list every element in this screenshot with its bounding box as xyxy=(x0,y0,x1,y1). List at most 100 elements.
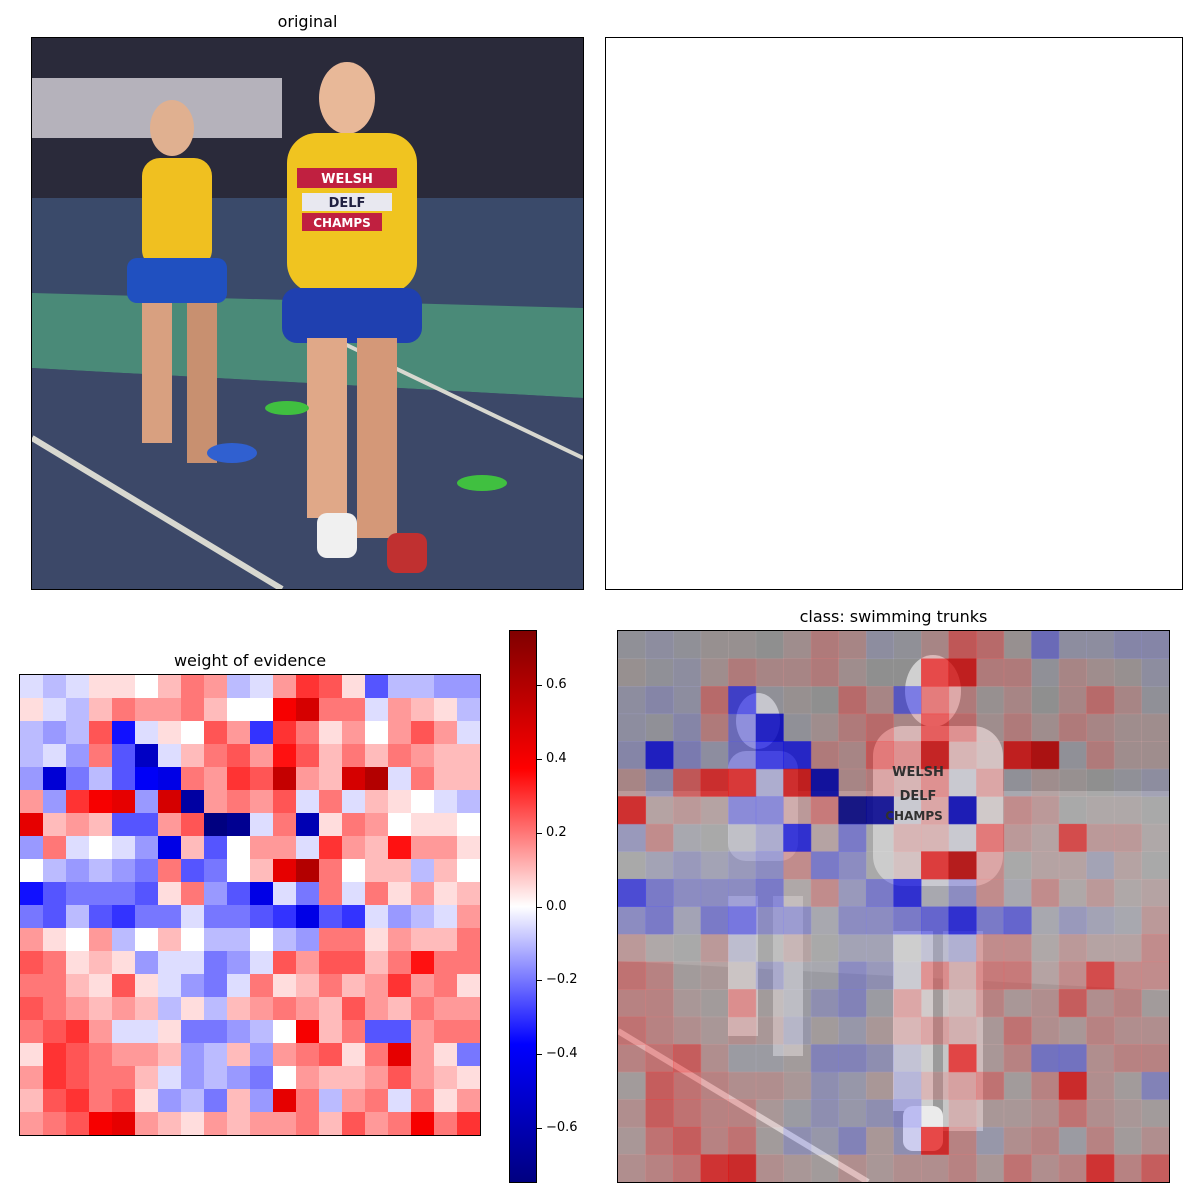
overlay-cell xyxy=(976,796,1005,825)
heatmap-cell xyxy=(227,928,251,952)
overlay-cell xyxy=(921,1016,950,1045)
heatmap-cell xyxy=(457,1112,480,1135)
heatmap-cell xyxy=(135,882,159,906)
overlay-cell xyxy=(810,989,839,1018)
overlay-cell xyxy=(810,631,839,660)
heatmap-cell xyxy=(181,928,205,952)
overlay-cell xyxy=(728,1154,757,1182)
heatmap-cell xyxy=(319,744,343,768)
overlay-cell xyxy=(645,686,674,715)
heatmap-cell xyxy=(112,951,136,975)
heatmap-cell xyxy=(296,1020,320,1044)
heatmap-cell xyxy=(89,997,113,1021)
overlay-cell xyxy=(1003,1099,1032,1128)
overlay-cell xyxy=(893,1044,922,1073)
heatmap-cell xyxy=(319,836,343,860)
overlay-cell xyxy=(921,823,950,852)
overlay-cell xyxy=(893,934,922,963)
heatmap-cell xyxy=(365,675,389,699)
overlay-cell xyxy=(1058,1154,1087,1182)
heatmap-cell xyxy=(112,859,136,883)
overlay-cell xyxy=(810,823,839,852)
heatmap-cell xyxy=(296,698,320,722)
heatmap-cell xyxy=(457,698,480,722)
overlay-cell xyxy=(1113,741,1142,770)
overlay-cell xyxy=(1058,1126,1087,1155)
overlay-cell xyxy=(838,823,867,852)
heatmap-cell xyxy=(319,1043,343,1067)
heatmap-cell xyxy=(112,1089,136,1113)
heatmap-cell xyxy=(273,905,297,929)
overlay-cell xyxy=(865,1126,894,1155)
heatmap-cell xyxy=(135,974,159,998)
heatmap-cell xyxy=(342,997,366,1021)
heatmap-cell xyxy=(20,744,44,768)
overlay-cell xyxy=(728,686,757,715)
overlay-cell xyxy=(1113,1154,1142,1182)
overlay-cell xyxy=(673,989,702,1018)
overlay-cell xyxy=(783,713,812,742)
heatmap-cell xyxy=(365,744,389,768)
overlay-cell xyxy=(976,686,1005,715)
heatmap-cell xyxy=(181,790,205,814)
heatmap-cell xyxy=(204,974,228,998)
heatmap-cell xyxy=(89,1020,113,1044)
overlay-cell xyxy=(893,1154,922,1182)
overlay-cell xyxy=(1003,713,1032,742)
overlay-cell xyxy=(1113,961,1142,990)
overlay-cell xyxy=(976,851,1005,880)
overlay-cell xyxy=(783,658,812,687)
heatmap-cell xyxy=(20,951,44,975)
overlay-cell xyxy=(1031,1016,1060,1045)
overlay-cell xyxy=(1141,1126,1169,1155)
overlay-cell xyxy=(948,631,977,660)
heatmap-cell xyxy=(66,744,90,768)
overlay-cell xyxy=(783,878,812,907)
heatmap-cell xyxy=(273,721,297,745)
overlay-cell xyxy=(810,878,839,907)
overlay-cell xyxy=(921,1154,950,1182)
overlay-cell xyxy=(1141,686,1169,715)
heatmap-cell xyxy=(204,1020,228,1044)
overlay-jersey-text-3: CHAMPS xyxy=(885,809,943,823)
heatmap-cell xyxy=(250,813,274,837)
overlay-cell xyxy=(1031,1099,1060,1128)
heatmap-cell xyxy=(158,675,182,699)
overlay-cell xyxy=(976,741,1005,770)
overlay-cell xyxy=(893,768,922,797)
heatmap-cell xyxy=(89,767,113,791)
heatmap-cell xyxy=(411,1112,435,1135)
heatmap-cell xyxy=(135,928,159,952)
heatmap-cell xyxy=(66,675,90,699)
overlay-cell xyxy=(1113,878,1142,907)
heatmap-cell xyxy=(204,882,228,906)
heatmap-cell xyxy=(457,1043,480,1067)
heatmap-cell xyxy=(319,721,343,745)
heatmap-cell xyxy=(411,813,435,837)
woe-heatmap xyxy=(19,674,481,1136)
overlay-cell xyxy=(783,768,812,797)
overlay-cell xyxy=(1113,713,1142,742)
overlay-cell xyxy=(810,934,839,963)
overlay-cell xyxy=(1113,686,1142,715)
heatmap-cell xyxy=(319,997,343,1021)
heatmap-cell xyxy=(319,698,343,722)
heatmap-cell xyxy=(89,859,113,883)
overlay-cell xyxy=(1003,796,1032,825)
overlay-cell xyxy=(948,1016,977,1045)
overlay-cell xyxy=(921,934,950,963)
heatmap-cell xyxy=(365,813,389,837)
heatmap-cell xyxy=(434,1043,458,1067)
heatmap-cell xyxy=(43,859,67,883)
heatmap-cell xyxy=(296,859,320,883)
overlay-cell xyxy=(948,851,977,880)
heatmap-cell xyxy=(112,882,136,906)
overlay-cell xyxy=(1003,1071,1032,1100)
overlay-cell xyxy=(838,658,867,687)
overlay-cell xyxy=(921,961,950,990)
heatmap-cell xyxy=(204,836,228,860)
heatmap-cell xyxy=(112,813,136,837)
heatmap-cell xyxy=(273,1112,297,1135)
heatmap-cell xyxy=(135,1020,159,1044)
heatmap-cell xyxy=(135,859,159,883)
